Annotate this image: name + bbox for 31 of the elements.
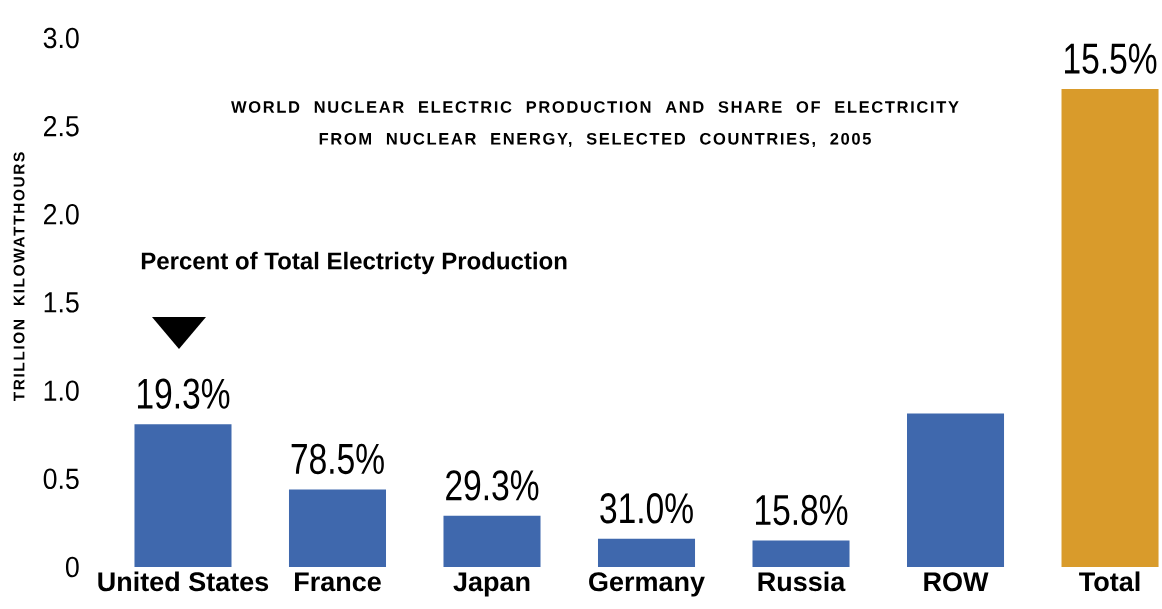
annotation: 15.8% [756,494,848,526]
annotation: 29.3% [446,470,539,501]
annotation: Percent of Total Electricty Production [141,251,567,275]
annotation: 15.5% [1065,43,1157,74]
annotation: 78.5% [291,443,384,475]
bar [597,538,696,567]
x-tick-label: Germany [589,572,705,597]
annotation: 19.3% [137,378,230,409]
x-tick-label: United States [98,571,269,592]
x-tick-label: Japan [453,572,530,597]
bar [907,413,1005,567]
x-tick-label: Russia [758,571,846,592]
y-tick-label: 0 [65,556,79,578]
x-tick-label: ROW [924,572,989,592]
bar [134,424,232,567]
y-tick-label: 2.0 [44,204,79,225]
y-tick-label: 1.0 [44,380,79,401]
bar [1061,89,1159,567]
bar [288,489,387,567]
y-tick-label: 2.5 [44,115,79,137]
y-tick-label: 1.5 [44,292,79,313]
bar [752,540,850,567]
annotation: 31.0% [600,493,693,524]
text: WORLD NUCLEAR ELECTRIC PRODUCTION AND SHARE OF ELECTRICITY [231,101,959,113]
bar [443,515,541,567]
x-tick-label: France [295,572,381,592]
y-tick-label: 0.5 [43,468,79,490]
text: FROM NUCLEAR ENERGY, SELECTED COUNTRIES, 2005 [319,132,871,148]
y-tick-label: 3.0 [43,27,79,49]
x-tick-label: Total [1079,571,1140,592]
y-axis-title: TRILLION KILOWATTHOURS [13,152,25,402]
